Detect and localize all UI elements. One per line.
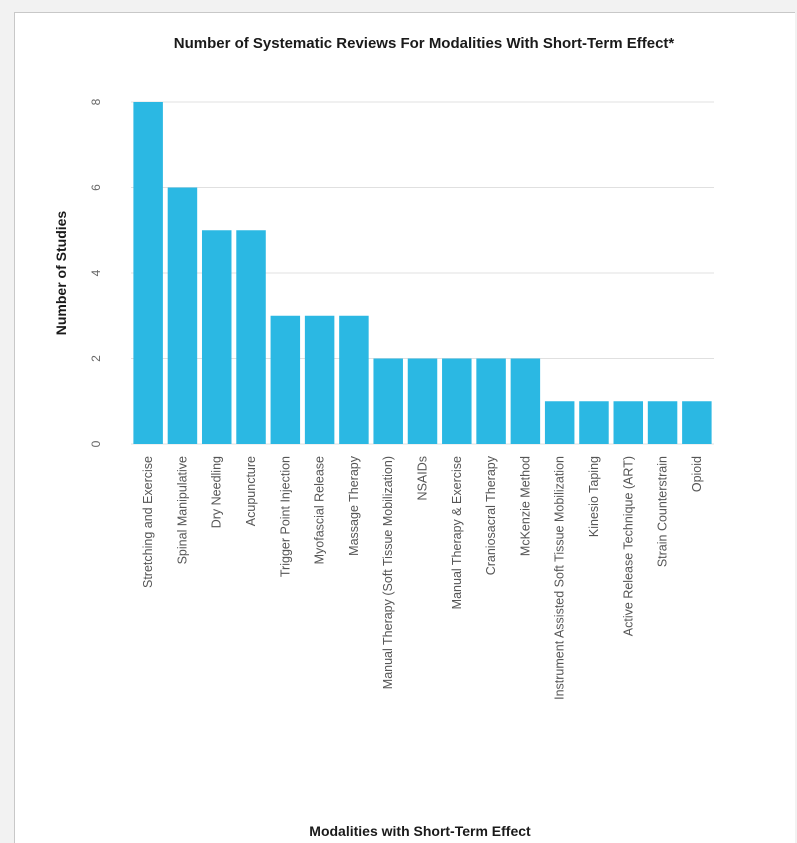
x-tick-label: Manual Therapy (Soft Tissue Mobilization… <box>381 456 395 689</box>
bar <box>339 315 369 444</box>
bar <box>133 102 163 444</box>
x-tick-label: Instrument Assisted Soft Tissue Mobiliza… <box>553 456 567 700</box>
y-tick-label: 6 <box>89 184 103 191</box>
x-tick-label: Acupuncture <box>244 456 258 526</box>
x-tick-label: Dry Needling <box>210 456 224 528</box>
bar <box>579 401 609 444</box>
bar <box>407 358 438 444</box>
y-tick-label: 8 <box>89 98 103 105</box>
bar <box>270 315 301 444</box>
bars <box>133 102 712 444</box>
y-tick-label: 2 <box>89 355 103 362</box>
x-tick-label: NSAIDs <box>416 456 430 500</box>
chart-title: Number of Systematic Reviews For Modalit… <box>174 35 675 52</box>
x-axis-ticks: Stretching and Exercise Spinal Manipulati… <box>141 455 704 700</box>
y-tick-label: 4 <box>89 269 103 276</box>
bar <box>613 401 644 444</box>
x-tick-label: Active Release Technique (ART) <box>621 456 635 636</box>
x-axis-title: Modalities with Short-Term Effect <box>309 823 531 839</box>
x-tick-label: Spinal Manipulative <box>175 456 189 564</box>
bar <box>304 315 335 444</box>
bar <box>682 401 712 444</box>
bar <box>510 358 541 444</box>
bar <box>236 230 266 444</box>
bar <box>476 358 506 444</box>
x-tick-label: Craniosacral Therapy <box>484 455 498 575</box>
bar <box>647 401 678 444</box>
y-axis-title: Number of Studies <box>53 211 69 336</box>
y-axis-ticks: 0 2 4 6 8 <box>89 98 103 447</box>
x-tick-label: Stretching and Exercise <box>141 456 155 588</box>
bar <box>544 401 575 444</box>
bar <box>167 187 198 444</box>
y-tick-label: 0 <box>89 440 103 447</box>
x-tick-label: Manual Therapy & Exercise <box>450 456 464 609</box>
x-tick-label: Massage Therapy <box>347 455 361 556</box>
x-tick-label: Kinesio Taping <box>587 456 601 537</box>
x-tick-label: Myofascial Release <box>313 456 327 564</box>
x-tick-label: Trigger Point Injection <box>278 456 292 577</box>
bar <box>442 358 472 444</box>
bar <box>201 230 232 444</box>
x-tick-label: McKenzie Method <box>518 456 532 556</box>
x-tick-label: Opioid <box>690 456 704 492</box>
bar <box>373 358 403 444</box>
x-tick-label: Strain Counterstrain <box>656 456 670 567</box>
